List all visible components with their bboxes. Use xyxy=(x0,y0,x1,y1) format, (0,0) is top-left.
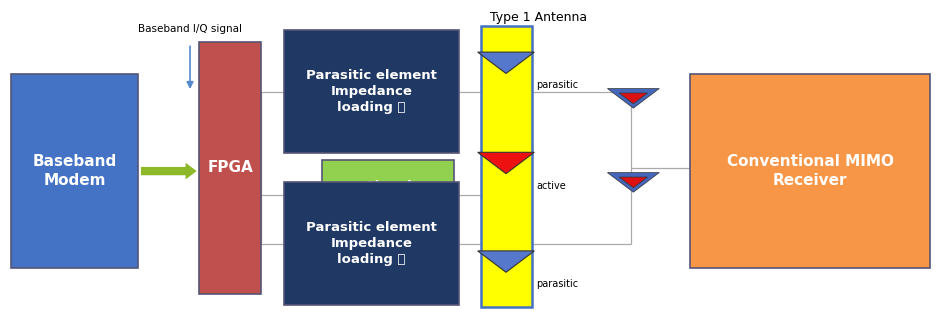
FancyArrowPatch shape xyxy=(141,163,197,179)
FancyBboxPatch shape xyxy=(322,160,454,229)
Polygon shape xyxy=(620,177,647,188)
FancyBboxPatch shape xyxy=(481,26,533,307)
Text: parasitic: parasitic xyxy=(536,279,578,289)
Polygon shape xyxy=(607,172,659,192)
Polygon shape xyxy=(478,52,534,73)
Polygon shape xyxy=(478,152,534,174)
Polygon shape xyxy=(607,89,659,108)
Polygon shape xyxy=(478,251,534,272)
Text: Parasitic element
Impedance
loading 부: Parasitic element Impedance loading 부 xyxy=(307,221,437,266)
Text: Baseband
Modem: Baseband Modem xyxy=(32,154,116,188)
Text: Signal
Generator: Signal Generator xyxy=(350,180,426,209)
Text: Baseband I/Q signal: Baseband I/Q signal xyxy=(138,24,242,34)
Text: Type 1 Antenna: Type 1 Antenna xyxy=(490,11,587,24)
Text: Conventional MIMO
Receiver: Conventional MIMO Receiver xyxy=(727,154,894,188)
Polygon shape xyxy=(620,93,647,104)
FancyBboxPatch shape xyxy=(200,42,261,294)
Text: FPGA: FPGA xyxy=(207,160,253,175)
FancyBboxPatch shape xyxy=(10,74,138,268)
FancyBboxPatch shape xyxy=(690,74,931,268)
Text: parasitic: parasitic xyxy=(536,81,578,90)
Text: Parasitic element
Impedance
loading 부: Parasitic element Impedance loading 부 xyxy=(307,69,437,114)
FancyBboxPatch shape xyxy=(285,182,459,305)
Text: active: active xyxy=(536,181,566,191)
FancyBboxPatch shape xyxy=(285,30,459,153)
